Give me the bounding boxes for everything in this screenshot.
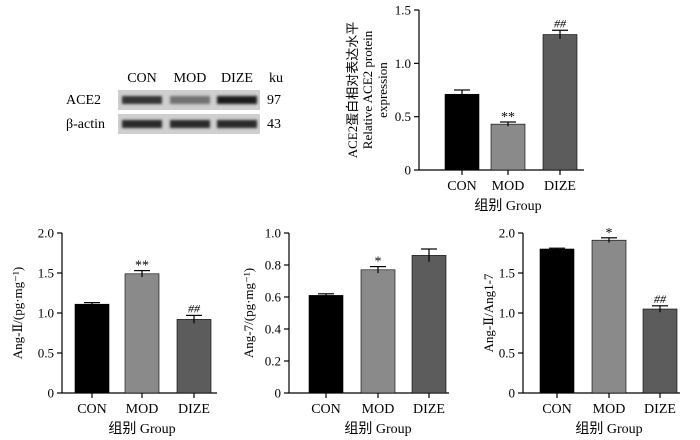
bar <box>411 255 447 394</box>
category-label: CON <box>77 402 107 417</box>
protein-label-actin: β-actin <box>66 117 105 132</box>
blot-band <box>170 120 210 128</box>
y-tick-label: 0.5 <box>499 346 515 361</box>
blot-band <box>122 96 162 104</box>
x-axis-title: 组别 Group <box>575 421 642 437</box>
y-axis-title: Ang-Ⅱ/Ang1-7 <box>481 273 496 352</box>
y-axis-title: ACE2蛋白相对表达水平 <box>345 22 360 159</box>
x-axis-title: 组别 Group <box>344 421 411 437</box>
y-tick-label: 1.5 <box>499 266 515 281</box>
significance-label: ** <box>501 110 515 125</box>
lane-label: DIZE <box>221 71 253 86</box>
y-axis-title: Ang-Ⅱ/(pg·mg⁻¹) <box>10 267 25 360</box>
y-tick-label: 1.0 <box>499 306 515 321</box>
western-blot-panel: CON MOD DIZE ku ACE2 97 β-actin 43 <box>66 71 283 134</box>
blot-band <box>122 120 162 128</box>
category-label: MOD <box>362 402 395 417</box>
significance-label: ## <box>654 292 667 306</box>
y-tick-label: 0 <box>275 386 282 401</box>
y-tick-label: 1.5 <box>395 3 411 18</box>
y-tick-label: 2.0 <box>38 226 54 241</box>
category-label: DIZE <box>413 402 445 417</box>
category-label: MOD <box>492 179 525 194</box>
blot-band <box>170 96 210 104</box>
blot-band <box>217 96 257 104</box>
y-tick-label: 0.2 <box>265 354 281 369</box>
lane-label: MOD <box>174 71 207 86</box>
category-label: MOD <box>126 402 159 417</box>
bar <box>490 123 526 171</box>
bar <box>591 239 627 394</box>
y-axis-title: Relative ACE2 protein <box>360 30 375 149</box>
category-label: CON <box>542 402 572 417</box>
y-tick-label: 0.5 <box>395 109 411 124</box>
bar <box>308 295 344 394</box>
y-tick-label: 1.0 <box>265 226 281 241</box>
bar <box>74 303 110 394</box>
y-tick-label: 0 <box>509 386 516 401</box>
y-tick-label: 0.8 <box>265 258 281 273</box>
bar <box>360 269 396 394</box>
y-tick-label: 0.4 <box>265 322 282 337</box>
y-axis-title: Ang-7/(pg·mg⁻¹) <box>241 268 256 358</box>
significance-label: * <box>375 255 382 270</box>
significance-label: * <box>606 226 613 241</box>
y-tick-label: 1.0 <box>395 56 411 71</box>
bar <box>444 93 480 171</box>
bar <box>176 319 212 394</box>
significance-label: ** <box>135 259 149 274</box>
bar <box>124 273 160 394</box>
category-label: DIZE <box>644 402 676 417</box>
y-axis-title: expression <box>375 62 390 118</box>
size-label-actin: 43 <box>267 117 281 132</box>
category-label: CON <box>447 179 477 194</box>
blot-band <box>217 120 257 128</box>
significance-label: ## <box>554 16 567 30</box>
y-tick-label: 0.6 <box>265 290 282 305</box>
bar <box>542 34 578 171</box>
category-label: DIZE <box>178 402 210 417</box>
lane-label: CON <box>127 71 157 86</box>
unit-header: ku <box>269 71 283 86</box>
y-tick-label: 1.5 <box>38 266 54 281</box>
y-tick-label: 0 <box>405 163 412 178</box>
y-tick-label: 0 <box>48 386 55 401</box>
bar <box>642 308 678 394</box>
y-tick-label: 2.0 <box>499 226 515 241</box>
y-tick-label: 1.0 <box>38 306 54 321</box>
size-label-ace2: 97 <box>267 93 281 108</box>
bar <box>539 248 575 394</box>
x-axis-title: 组别 Group <box>108 421 175 437</box>
y-tick-label: 0.5 <box>38 346 54 361</box>
category-label: DIZE <box>544 179 576 194</box>
significance-label: ## <box>188 301 201 315</box>
category-label: CON <box>311 402 341 417</box>
protein-label-ace2: ACE2 <box>66 93 101 108</box>
x-axis-title: 组别 Group <box>474 198 541 214</box>
category-label: MOD <box>593 402 626 417</box>
